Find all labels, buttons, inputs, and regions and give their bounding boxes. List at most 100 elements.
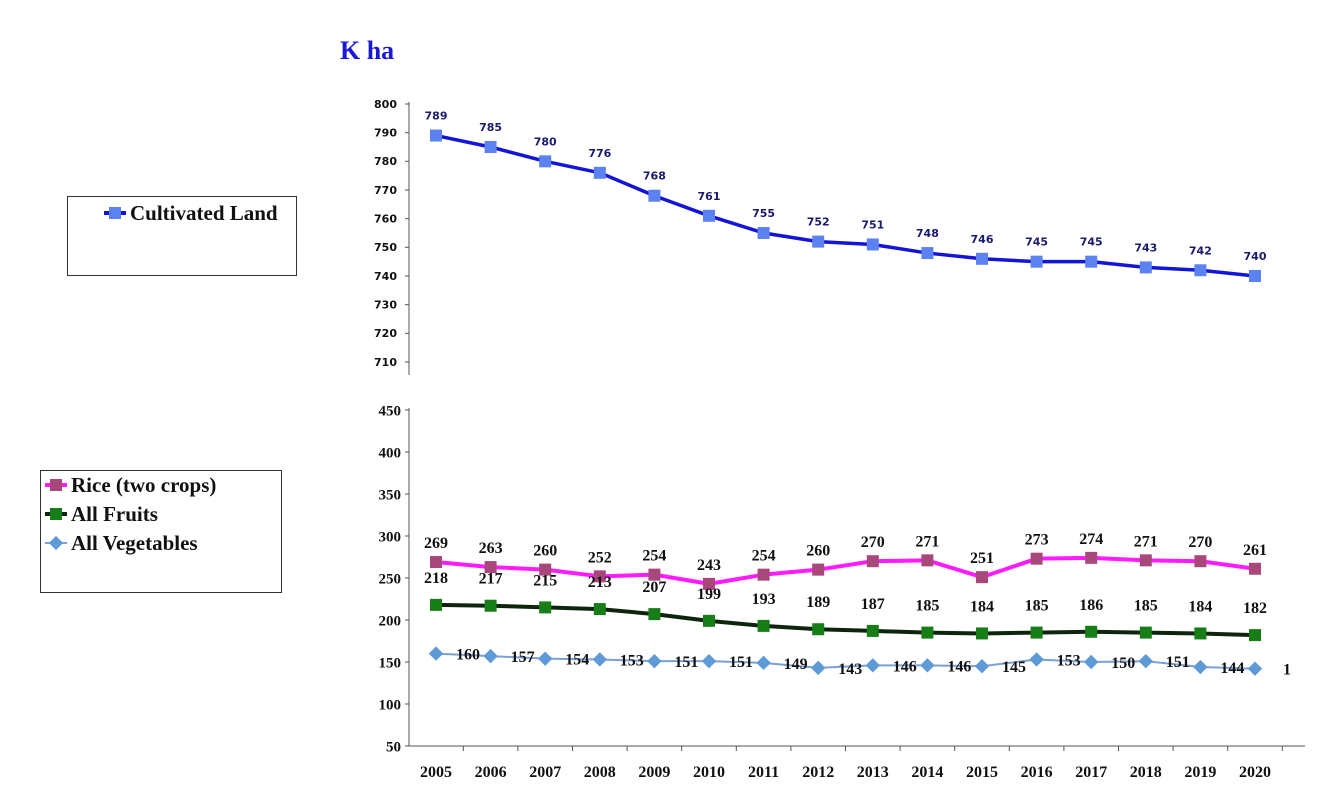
data-point-vegetables <box>647 653 662 669</box>
data-point-fruits <box>921 626 934 639</box>
data-point-cultivated <box>484 141 497 153</box>
data-label-fruits: 185 <box>1025 598 1049 615</box>
data-point-rice <box>1249 562 1261 575</box>
data-point-rice <box>812 563 825 576</box>
data-label-vegetables: 145 <box>1002 659 1026 676</box>
data-label-cultivated: 748 <box>916 227 939 240</box>
legend-item-rice: Rice (two crops) <box>41 471 281 500</box>
x-tick-label: 2006 <box>475 764 507 781</box>
x-tick-label: 2010 <box>693 764 725 781</box>
data-label-fruits: 185 <box>915 598 939 615</box>
data-label-rice: 274 <box>1079 531 1103 548</box>
x-tick-label: 2012 <box>802 764 834 781</box>
legend-item-fruits: All Fruits <box>41 500 281 529</box>
data-point-vegetables <box>538 651 553 666</box>
y-tick-label: 760 <box>374 213 397 226</box>
legend-marker-rice <box>45 473 67 498</box>
data-label-fruits: 215 <box>533 572 557 589</box>
data-point-fruits <box>1194 627 1207 640</box>
data-point-vegetables <box>865 658 880 673</box>
data-label-cultivated: 780 <box>534 135 557 148</box>
y-tick-label: 350 <box>379 487 402 503</box>
data-label-rice: 261 <box>1243 542 1267 559</box>
data-point-rice <box>1085 551 1098 564</box>
data-label-fruits: 182 <box>1243 600 1267 617</box>
data-label-rice: 260 <box>533 543 557 560</box>
data-point-vegetables <box>1138 653 1153 669</box>
legend-label-fruits: All Fruits <box>71 502 158 526</box>
data-point-fruits <box>976 627 988 640</box>
data-point-vegetables <box>483 648 498 664</box>
data-point-cultivated <box>648 189 661 202</box>
x-tick-label: 2015 <box>966 764 998 781</box>
data-point-cultivated <box>430 129 442 142</box>
data-label-fruits: 213 <box>588 574 612 591</box>
data-label-rice: 251 <box>970 550 994 567</box>
data-label-cultivated: 743 <box>1134 241 1157 254</box>
legend-item-vegetables: All Vegetables <box>41 529 281 558</box>
data-point-vegetables <box>592 652 607 667</box>
y-tick-label: 400 <box>379 445 402 461</box>
data-label-vegetables: 157 <box>511 649 535 666</box>
legend-cultivated: Cultivated Land <box>67 196 297 276</box>
data-point-vegetables <box>1029 652 1044 667</box>
data-label-vegetables: 144 <box>1220 660 1244 677</box>
data-point-vegetables <box>974 659 990 674</box>
legend-label-cultivated-land: Cultivated Land <box>130 200 278 225</box>
data-point-cultivated <box>703 209 715 222</box>
data-label-vegetables: 146 <box>947 658 971 675</box>
y-tick-label: 710 <box>374 356 397 369</box>
y-tick-label: 300 <box>379 529 402 545</box>
legend-marker-vegetables <box>45 531 67 556</box>
x-tick-label: 2018 <box>1130 764 1162 781</box>
data-point-rice <box>976 571 988 584</box>
y-tick-label: 450 <box>379 403 402 419</box>
y-tick-label: 50 <box>386 739 401 755</box>
unit-label: K ha <box>340 36 395 65</box>
x-tick-label: 2008 <box>584 764 616 781</box>
y-tick-label: 800 <box>374 98 397 111</box>
data-point-cultivated <box>757 227 770 239</box>
data-point-fruits <box>703 614 715 627</box>
y-tick-label: 200 <box>379 613 402 629</box>
data-label-rice: 243 <box>697 557 721 574</box>
data-label-fruits: 199 <box>697 586 721 603</box>
data-point-fruits <box>593 603 606 616</box>
legend-label-rice: Rice (two crops) <box>71 473 217 497</box>
data-point-rice <box>757 568 770 581</box>
data-point-fruits <box>1085 625 1098 638</box>
data-label-vegetables: 153 <box>1057 652 1081 669</box>
data-point-fruits <box>1030 626 1043 639</box>
data-label-vegetables: 143 <box>838 661 862 678</box>
data-point-rice <box>921 554 934 567</box>
data-label-fruits: 184 <box>1188 598 1212 615</box>
data-label-fruits: 185 <box>1134 598 1158 615</box>
data-point-rice <box>703 577 715 590</box>
x-tick-label: 2013 <box>857 764 889 781</box>
data-point-cultivated <box>976 252 988 265</box>
data-label-cultivated: 746 <box>971 233 994 246</box>
series-line-cultivated <box>435 133 1256 278</box>
y-tick-label: 150 <box>379 655 402 671</box>
y-tick-label: 720 <box>374 327 397 340</box>
data-point-fruits <box>430 598 442 611</box>
data-label-fruits: 189 <box>806 594 830 611</box>
data-label-rice: 269 <box>424 535 448 552</box>
x-tick-label: 2009 <box>638 764 670 781</box>
x-tick-label: 2019 <box>1184 764 1216 781</box>
data-label-rice: 252 <box>588 549 612 566</box>
data-label-rice: 271 <box>915 533 939 550</box>
data-label-cultivated: 752 <box>807 216 830 229</box>
data-point-cultivated <box>921 247 934 260</box>
data-label-cultivated: 751 <box>861 218 884 231</box>
data-point-rice <box>648 568 661 581</box>
data-label-cultivated: 789 <box>425 110 448 123</box>
x-tick-label: 2011 <box>748 764 779 781</box>
data-label-vegetables: 149 <box>784 656 808 673</box>
data-point-cultivated <box>1194 264 1207 277</box>
data-label-cultivated: 776 <box>588 147 611 160</box>
series-line-vegetables <box>435 652 1256 670</box>
data-label-vegetables: 154 <box>565 652 589 669</box>
data-label-fruits: 193 <box>752 591 776 608</box>
